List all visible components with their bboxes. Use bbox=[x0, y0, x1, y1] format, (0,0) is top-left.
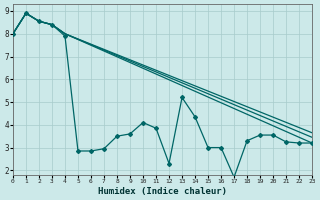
X-axis label: Humidex (Indice chaleur): Humidex (Indice chaleur) bbox=[98, 187, 227, 196]
